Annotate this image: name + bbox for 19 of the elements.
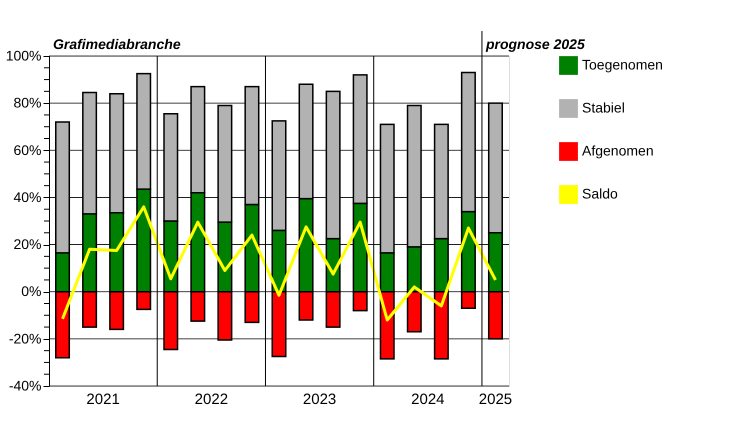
text: 2025	[478, 391, 512, 408]
y-tick-label: 100%	[6, 48, 42, 64]
legend-label: Toegenomen	[582, 56, 663, 72]
y-tick-label: 40%	[13, 188, 42, 205]
y-tick-label: 0%	[21, 283, 42, 300]
text: 2022	[194, 391, 228, 408]
text: prognose 2025	[484, 36, 585, 52]
text: 2023	[302, 391, 336, 408]
y-tick-label: 60%	[13, 142, 42, 158]
legend-label: Saldo	[582, 186, 618, 202]
y-tick-label: 80%	[13, 94, 42, 111]
y-tick-label: 20%	[13, 236, 42, 252]
y-tick-label: -20%	[8, 330, 42, 346]
legend-label: Stabiel	[582, 100, 625, 116]
text: 2021	[86, 391, 120, 408]
y-tick-label: -40%	[8, 378, 42, 394]
legend-label: Afgenomen	[582, 142, 654, 158]
text: 2024	[411, 391, 445, 408]
chart-title: Grafimediabranche	[53, 36, 181, 52]
